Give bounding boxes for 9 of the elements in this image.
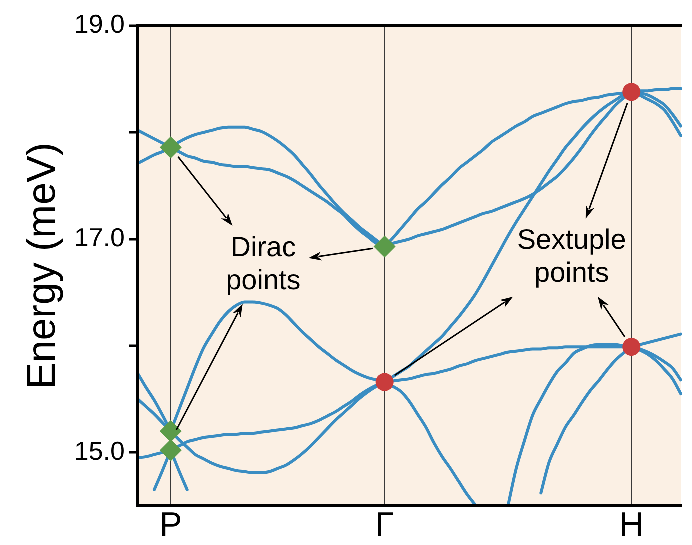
annotation: Dirac points (226, 231, 301, 296)
x-tick-label: H (619, 506, 644, 544)
y-axis-title: Energy (meV) (20, 142, 64, 390)
x-tick-label: Γ (375, 506, 394, 544)
y-tick-label: 19.0 (74, 9, 125, 40)
x-tick-label: P (160, 506, 182, 544)
y-tick-label: 17.0 (74, 222, 125, 253)
annotation: Sextuple points (517, 224, 626, 288)
y-tick-label: 15.0 (74, 436, 125, 466)
